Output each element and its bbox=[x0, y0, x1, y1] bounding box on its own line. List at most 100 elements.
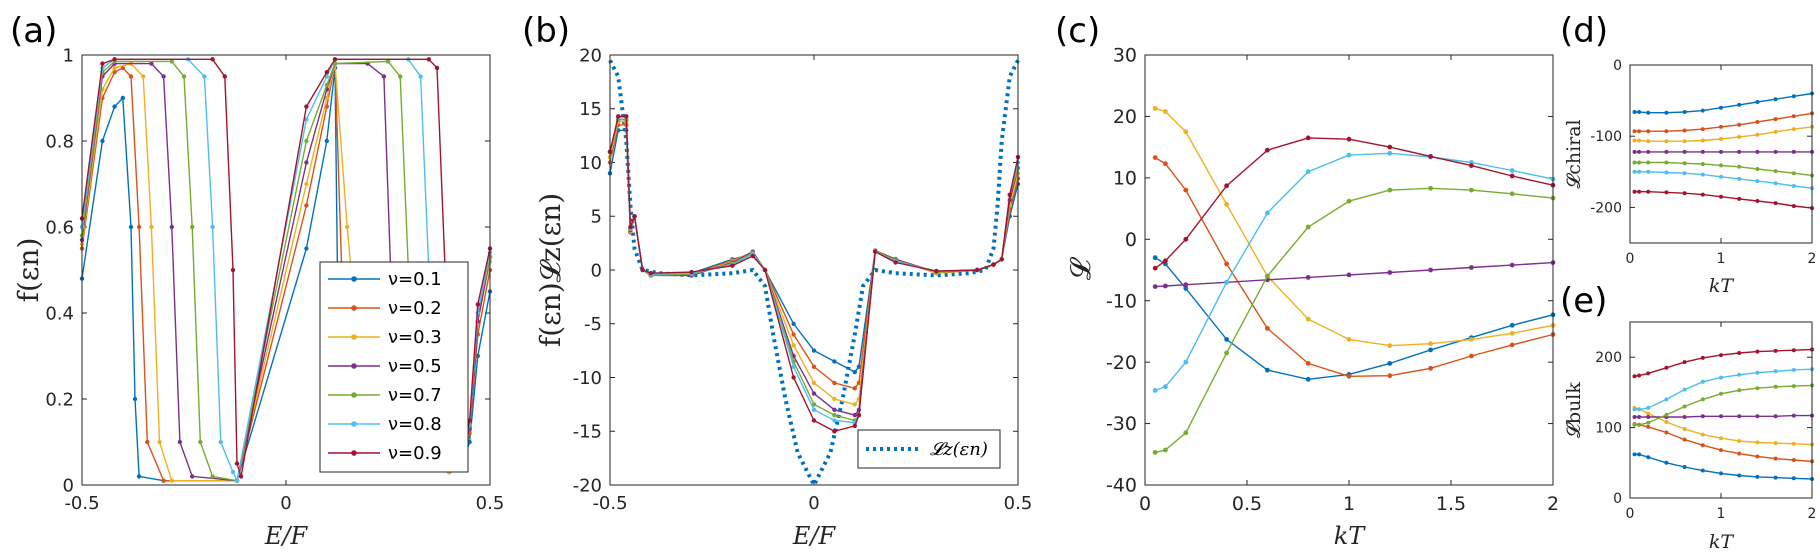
data-point bbox=[1719, 448, 1723, 453]
data-point bbox=[1737, 122, 1742, 127]
data-point bbox=[1700, 138, 1705, 143]
data-point bbox=[1664, 412, 1669, 417]
data-point bbox=[1646, 160, 1651, 165]
data-point bbox=[304, 246, 309, 251]
data-point bbox=[640, 267, 645, 273]
data-point bbox=[1755, 132, 1760, 137]
data-point bbox=[791, 321, 796, 326]
data-point bbox=[1183, 430, 1189, 436]
panel-a-label: (a) bbox=[10, 11, 57, 51]
panel-e: (e) 0 1 2 0 100 200 kT 𝓛bulk bbox=[1560, 281, 1816, 553]
data-point bbox=[856, 364, 862, 369]
y-tick-label: 200 bbox=[1595, 350, 1622, 366]
data-point bbox=[1387, 373, 1393, 379]
data-point bbox=[1682, 465, 1687, 469]
data-point bbox=[149, 224, 154, 230]
x-tick-label: 1 bbox=[1343, 493, 1355, 515]
data-point bbox=[385, 59, 391, 64]
data-point bbox=[324, 138, 329, 144]
series-line bbox=[1154, 137, 1554, 269]
series-line bbox=[1154, 257, 1554, 381]
data-point bbox=[1637, 160, 1642, 165]
data-point bbox=[1737, 164, 1742, 169]
data-point bbox=[1682, 161, 1687, 166]
data-point bbox=[1637, 110, 1642, 114]
x-tick-label: -0.5 bbox=[592, 493, 627, 514]
data-point bbox=[975, 267, 980, 273]
panel-a-xlabel: E/F bbox=[264, 522, 309, 550]
data-point bbox=[418, 74, 423, 79]
data-point bbox=[1755, 370, 1760, 375]
data-point bbox=[1682, 415, 1687, 419]
data-point bbox=[230, 469, 236, 475]
data-point bbox=[730, 263, 735, 268]
data-point bbox=[1637, 415, 1642, 419]
data-point bbox=[873, 249, 878, 254]
series-line bbox=[1154, 156, 1554, 378]
data-point bbox=[210, 57, 215, 62]
x-tick-label: 0 bbox=[1139, 493, 1151, 515]
data-point bbox=[1791, 458, 1796, 462]
data-point bbox=[832, 418, 837, 423]
data-point bbox=[1632, 138, 1637, 143]
legend-label-reference: 𝓛z(εn) bbox=[930, 439, 988, 460]
panel-a-ylabel: f(εn) bbox=[12, 238, 45, 303]
data-point bbox=[1183, 359, 1189, 365]
data-point bbox=[811, 402, 817, 407]
series-line bbox=[1154, 107, 1554, 347]
data-point bbox=[1428, 365, 1433, 371]
legend-label-1: ν=0.2 bbox=[388, 298, 442, 319]
y-tick-label: -200 bbox=[1590, 200, 1622, 216]
data-point bbox=[811, 348, 817, 353]
data-point bbox=[1791, 171, 1796, 176]
data-point bbox=[1646, 411, 1651, 416]
series-line bbox=[1634, 92, 1813, 114]
data-point bbox=[1737, 351, 1742, 355]
data-point bbox=[1737, 451, 1742, 456]
data-point bbox=[381, 74, 387, 79]
data-point bbox=[1773, 414, 1778, 419]
data-point bbox=[1682, 171, 1687, 176]
data-point bbox=[1152, 255, 1158, 261]
y-tick-label: 1 bbox=[63, 45, 74, 66]
data-point bbox=[1163, 384, 1168, 390]
panel-c-xlabel: kT bbox=[1334, 522, 1367, 550]
data-point bbox=[1646, 189, 1651, 194]
panel-e-ylabel: 𝓛bulk bbox=[1563, 382, 1585, 438]
x-tick-label: 0 bbox=[280, 493, 291, 514]
data-point bbox=[1791, 384, 1796, 389]
data-point bbox=[161, 478, 166, 483]
panel-c-series bbox=[1152, 106, 1556, 455]
data-point bbox=[120, 65, 126, 71]
data-point bbox=[832, 396, 837, 402]
y-tick-label: -20 bbox=[1106, 352, 1137, 374]
panel-e-frame bbox=[1629, 321, 1813, 499]
x-tick-label: 1.5 bbox=[1436, 493, 1466, 515]
y-tick-label: 20 bbox=[1113, 106, 1137, 128]
data-point bbox=[1737, 473, 1742, 478]
data-point bbox=[1224, 183, 1229, 189]
data-point bbox=[832, 412, 837, 418]
data-point bbox=[1700, 192, 1705, 197]
data-point bbox=[1469, 353, 1474, 359]
data-point bbox=[1664, 129, 1669, 134]
series-line bbox=[1634, 423, 1813, 463]
data-point bbox=[1719, 414, 1723, 419]
data-point bbox=[1224, 337, 1229, 342]
data-point bbox=[1664, 110, 1669, 115]
data-point bbox=[345, 224, 350, 230]
x-tick-label: 2 bbox=[1808, 506, 1817, 522]
data-point bbox=[632, 214, 637, 219]
data-point bbox=[1183, 187, 1189, 193]
panel-e-xlabel: kT bbox=[1709, 531, 1735, 553]
data-point bbox=[616, 114, 621, 119]
data-point bbox=[1773, 456, 1778, 461]
data-point bbox=[169, 478, 174, 483]
y-tick-label: 20 bbox=[579, 45, 602, 66]
panel-c-frame bbox=[1144, 54, 1554, 486]
data-point bbox=[1682, 139, 1687, 144]
x-tick-label: 0.5 bbox=[1232, 493, 1262, 515]
data-point bbox=[1152, 284, 1158, 289]
data-point bbox=[230, 267, 236, 273]
data-point bbox=[1719, 194, 1723, 199]
